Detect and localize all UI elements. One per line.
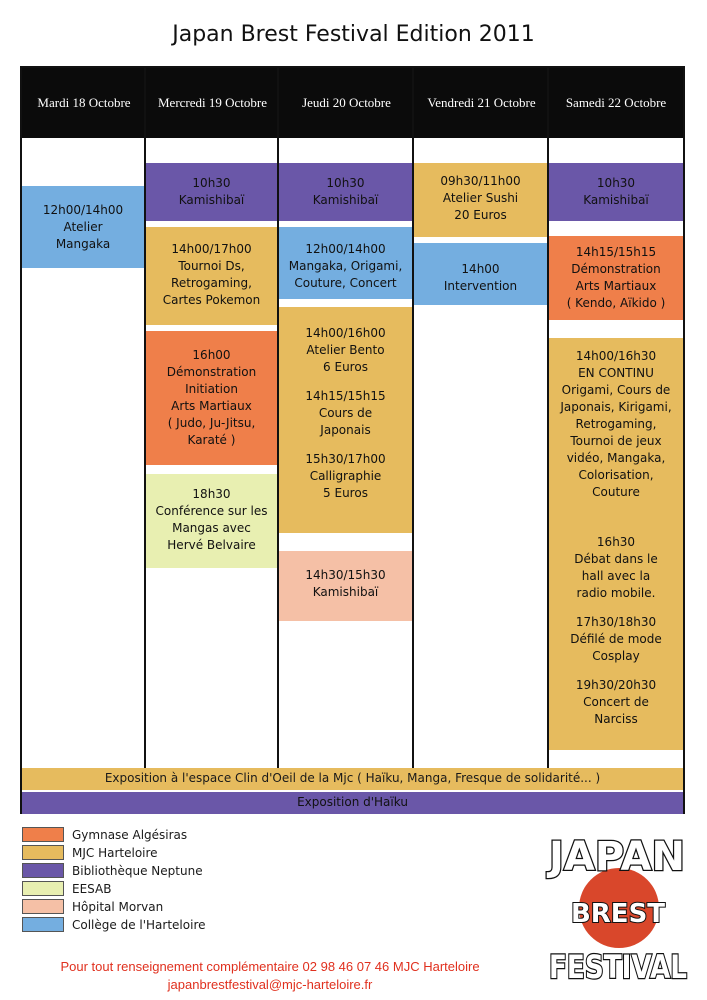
event-block: 10h30 Kamishibaï [549,163,683,221]
contact-email[interactable]: japanbrestfestival@mjc-harteloire.fr [167,977,373,992]
day-header-mardi: Mardi 18 Octobre [37,95,131,110]
event-block: 14h30/15h30 Kamishibaï [279,551,412,621]
legend-swatch [22,899,64,914]
legend-label: EESAB [72,882,112,896]
event-block: 12h00/14h00 Mangaka, Origami, Couture, C… [279,227,412,299]
logo-word-japan: JAPAN [546,834,685,880]
contact-phone: Pour tout renseignement complémentaire 0… [60,959,480,974]
event-block: 12h00/14h00 Atelier Mangaka [22,186,144,268]
legend-label: MJC Harteloire [72,846,158,860]
event-block: 09h30/11h00 Atelier Sushi 20 Euros [414,163,547,237]
logo-word-festival: FESTIVAL [549,948,687,986]
legend-swatch [22,827,64,842]
event-block: 14h00/17h00 Tournoi Ds, Retrogaming, Car… [146,227,277,325]
column-divider [144,68,146,770]
legend-swatch [22,845,64,860]
schedule-grid: Mardi 18 Octobre Mercredi 19 Octobre Jeu… [20,66,685,814]
event-block: 10h30 Kamishibaï [279,163,412,221]
legend-label: Bibliothèque Neptune [72,864,203,878]
page-title: Japan Brest Festival Edition 2011 [172,22,535,47]
legend-swatch [22,863,64,878]
event-block: 10h30 Kamishibaï [146,163,277,221]
legend-swatch [22,917,64,932]
event-block: 14h15/15h15 Démonstration Arts Martiaux … [549,236,683,320]
logo-red-circle [579,868,659,948]
exposition-clin-banner: Exposition à l'espace Clin d'Oeil de la … [22,768,683,790]
exposition-haiku-banner: Exposition d'Haïku [22,792,683,814]
event-block: 16h00 Démonstration Initiation Arts Mart… [146,331,277,465]
event-block: 14h00/16h00 Atelier Bento 6 Euros 14h15/… [279,307,412,533]
legend-swatch [22,881,64,896]
logo-word-brest: BREST [571,899,665,929]
column-divider [277,68,279,770]
event-block: 14h00/16h30 EN CONTINU Origami, Cours de… [549,338,683,750]
day-header-jeudi: Jeudi 20 Octobre [302,95,391,110]
event-block: 18h30 Conférence sur les Mangas avec Her… [146,474,277,568]
day-header-vendredi: Vendredi 21 Octobre [427,95,536,110]
festival-logo: JAPAN BREST FESTIVAL [545,833,688,988]
legend-label: Collège de l'Harteloire [72,918,206,932]
legend-label: Gymnase Algésiras [72,828,188,842]
column-divider [412,68,414,770]
column-divider [547,68,549,770]
day-header-mercredi: Mercredi 19 Octobre [157,95,267,110]
day-header-samedi: Samedi 22 Octobre [565,95,667,110]
schedule-header: Mardi 18 Octobre Mercredi 19 Octobre Jeu… [22,68,683,138]
legend-label: Hôpital Morvan [72,900,164,914]
event-block: 14h00 Intervention [414,243,547,305]
